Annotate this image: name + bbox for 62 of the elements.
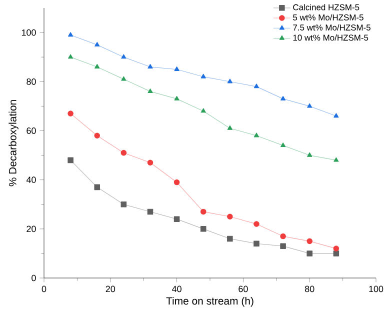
y-axis-title: % Decarboxylation xyxy=(8,100,18,186)
point xyxy=(121,76,126,81)
point xyxy=(68,54,74,59)
x-tick-label: 80 xyxy=(305,286,314,292)
point xyxy=(94,42,100,46)
x-tick-label: 40 xyxy=(172,286,182,292)
point xyxy=(280,233,286,240)
point xyxy=(68,157,74,164)
point xyxy=(200,226,206,232)
x-tick-label: 60 xyxy=(238,286,248,292)
point xyxy=(307,152,312,157)
point xyxy=(254,240,260,247)
point xyxy=(148,88,153,94)
point xyxy=(68,110,74,116)
point xyxy=(200,74,206,78)
point xyxy=(227,78,232,84)
legend-label: 7.5 wt% Mo/HZSM-5 xyxy=(293,24,370,31)
point xyxy=(120,201,127,208)
point xyxy=(94,184,100,190)
point xyxy=(280,142,286,148)
point xyxy=(174,216,180,222)
point xyxy=(227,214,233,220)
point xyxy=(307,103,312,108)
point xyxy=(121,54,126,59)
point xyxy=(174,66,180,71)
point xyxy=(147,208,154,215)
y-tick-label: 100 xyxy=(22,29,36,36)
point xyxy=(174,96,180,100)
legend-label: 5 wt% Mo/HZSM-5 xyxy=(293,14,364,20)
x-tick-label: 20 xyxy=(106,286,116,292)
point xyxy=(227,125,232,130)
point xyxy=(200,208,206,215)
x-axis-title: Time on stream (h) xyxy=(166,296,254,307)
point xyxy=(94,132,100,139)
point xyxy=(334,157,339,162)
point xyxy=(148,64,153,69)
point xyxy=(280,243,286,249)
point xyxy=(306,250,312,256)
x-tick-label: 100 xyxy=(369,286,384,292)
point xyxy=(333,250,340,256)
legend-label: Calcined HZSM-5 xyxy=(293,4,360,10)
x-tick-label: 0 xyxy=(42,286,46,292)
point xyxy=(280,96,286,100)
y-tick-label: 20 xyxy=(26,226,36,232)
y-tick-label: 0 xyxy=(32,274,36,282)
point xyxy=(333,246,340,252)
y-tick-label: 60 xyxy=(26,128,36,134)
point xyxy=(334,113,339,118)
point xyxy=(200,108,206,113)
point xyxy=(254,221,260,227)
legend-label: 10 wt% Mo/HZSM-5 xyxy=(293,34,368,41)
point xyxy=(174,179,180,186)
y-tick-label: 80 xyxy=(26,78,36,85)
point xyxy=(68,32,74,37)
point xyxy=(120,150,127,156)
point xyxy=(306,238,312,244)
y-tick-label: 40 xyxy=(26,176,36,183)
point xyxy=(227,236,233,242)
point xyxy=(254,132,260,138)
point xyxy=(147,160,154,166)
point xyxy=(94,64,100,69)
point xyxy=(254,84,260,88)
